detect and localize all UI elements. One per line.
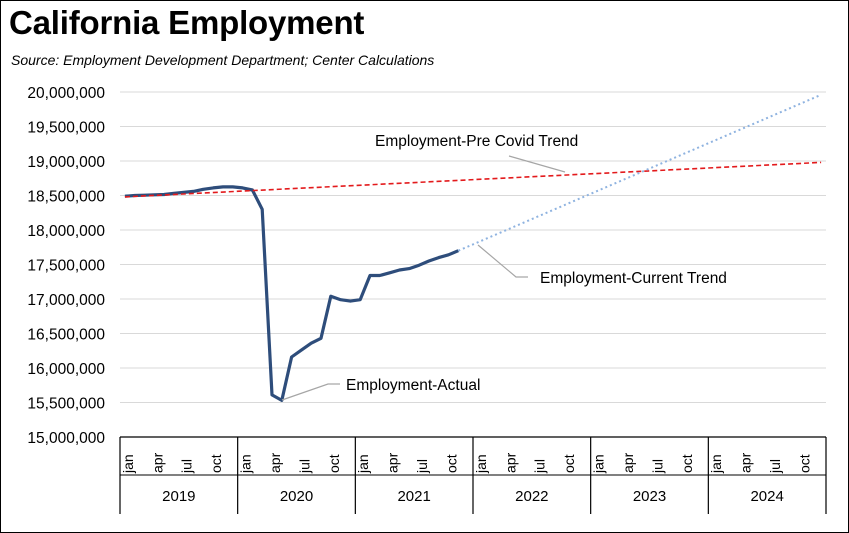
y-axis: 15,000,000 15,500,000 16,000,000 16,500,000… <box>27 85 105 447</box>
annotation-label: Employment-Current Trend <box>540 270 727 287</box>
year-label: 2020 <box>280 488 313 505</box>
year-label: 2019 <box>162 488 195 505</box>
month-tick-label: apr <box>738 452 754 473</box>
y-tick-label: 18,500,000 <box>27 189 105 206</box>
month-tick-label: jul <box>414 459 430 474</box>
month-tick-label: jul <box>532 459 548 474</box>
y-tick-label: 16,000,000 <box>27 361 105 378</box>
y-tick-label: 19,500,000 <box>27 120 105 137</box>
month-tick-label: apr <box>149 452 165 473</box>
month-tick-label: jul <box>179 459 195 474</box>
chart-subtitle: Source: Employment Development Departmen… <box>11 52 435 68</box>
series-line-employment-current-trend <box>457 93 822 252</box>
month-tick-label: oct <box>443 454 459 473</box>
month-tick-label: apr <box>620 452 636 473</box>
y-tick-label: 19,000,000 <box>27 154 105 171</box>
year-label: 2021 <box>397 488 430 505</box>
month-tick-label: oct <box>796 454 812 473</box>
month-tick-label: jan <box>591 454 607 474</box>
year-label: 2022 <box>515 488 548 505</box>
y-tick-label: 15,000,000 <box>27 430 105 447</box>
series-line-employment-pre-covid-trend <box>124 161 822 198</box>
y-tick-label: 20,000,000 <box>27 85 105 102</box>
month-tick-label: jan <box>473 454 489 474</box>
month-tick-label: jan <box>120 454 136 474</box>
gridlines <box>120 91 826 403</box>
month-tick-label: oct <box>561 454 577 473</box>
month-tick-label: jul <box>767 459 783 474</box>
y-tick-label: 18,000,000 <box>27 223 105 240</box>
annotation-leader <box>508 155 566 173</box>
annotation-label: Employment-Pre Covid Trend <box>375 133 578 150</box>
y-tick-label: 16,500,000 <box>27 327 105 344</box>
y-tick-label: 17,500,000 <box>27 258 105 275</box>
series-lines <box>124 93 822 402</box>
month-tick-label: jan <box>708 454 724 474</box>
month-tick-label: oct <box>326 454 342 473</box>
annotation-leader <box>477 244 528 278</box>
chart-title: California Employment <box>9 4 365 41</box>
annotation-leader <box>281 383 340 401</box>
month-tick-label: oct <box>679 454 695 473</box>
series-line-employment-actual <box>124 185 459 402</box>
year-label: 2024 <box>750 488 783 505</box>
month-tick-label: jan <box>355 454 371 474</box>
annotations: Employment-Pre Covid Trend Employment-Cur… <box>281 133 727 401</box>
month-tick-label: apr <box>385 452 401 473</box>
annotation-label: Employment-Actual <box>346 377 480 394</box>
month-tick-label: jul <box>649 459 665 474</box>
y-tick-label: 17,000,000 <box>27 292 105 309</box>
month-tick-label: jan <box>238 454 254 474</box>
month-tick-label: oct <box>208 454 224 473</box>
month-tick-label: apr <box>267 452 283 473</box>
year-label: 2023 <box>633 488 666 505</box>
month-tick-label: jul <box>296 459 312 474</box>
month-tick-label: apr <box>502 452 518 473</box>
y-tick-label: 15,500,000 <box>27 396 105 413</box>
